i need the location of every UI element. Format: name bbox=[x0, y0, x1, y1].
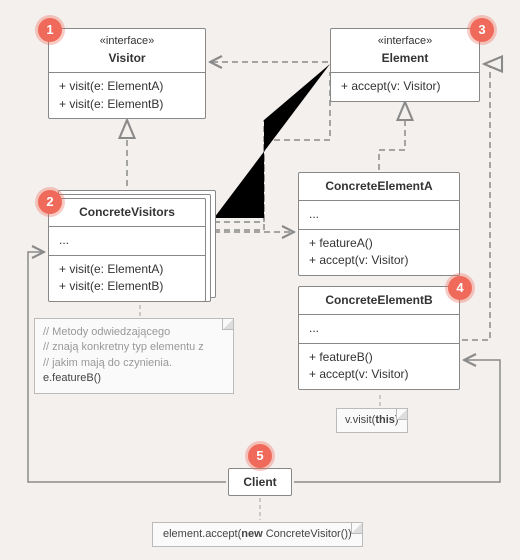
visitor-method-2: + visit(e: ElementB) bbox=[59, 96, 195, 113]
visitor-note-line2: // znają konkretny typ elementu z bbox=[43, 340, 225, 355]
concrete-visitors-fields: ... bbox=[49, 226, 205, 254]
visitor-name: Visitor bbox=[59, 50, 195, 67]
concrete-visitors-method-2: + visit(e: ElementB) bbox=[59, 278, 195, 295]
concrete-visitors-box: ConcreteVisitors ... + visit(e: ElementA… bbox=[48, 198, 206, 302]
client-note-bold: new bbox=[241, 528, 262, 540]
client-note: element.accept(new ConcreteVisitor()) bbox=[152, 522, 363, 547]
element-stereotype: «interface» bbox=[341, 34, 469, 50]
badge-3: 3 bbox=[470, 18, 494, 42]
visitor-interface-box: «interface» Visitor + visit(e: ElementA)… bbox=[48, 28, 206, 119]
concrete-element-a-box: ConcreteElementA ... + featureA() + acce… bbox=[298, 172, 460, 276]
visitor-note-line1: // Metody odwiedzającego bbox=[43, 325, 225, 340]
element-note-bold: this bbox=[375, 414, 395, 426]
visitor-stereotype: «interface» bbox=[59, 34, 195, 50]
badge-2: 2 bbox=[38, 190, 62, 214]
element-method-1: + accept(v: Visitor) bbox=[341, 78, 469, 95]
visitor-note-line3: // jakim mają do czynienia. bbox=[43, 356, 225, 371]
badge-1: 1 bbox=[38, 18, 62, 42]
concrete-element-a-method-2: + accept(v: Visitor) bbox=[309, 252, 449, 269]
concrete-visitors-method-1: + visit(e: ElementA) bbox=[59, 261, 195, 278]
visitor-note-line4: e.featureB() bbox=[43, 371, 225, 386]
visitor-note: // Metody odwiedzającego // znają konkre… bbox=[34, 318, 234, 394]
concrete-element-b-box: ConcreteElementB ... + featureB() + acce… bbox=[298, 286, 460, 390]
badge-5: 5 bbox=[248, 444, 272, 468]
concrete-element-b-method-1: + featureB() bbox=[309, 349, 449, 366]
element-interface-box: «interface» Element + accept(v: Visitor) bbox=[330, 28, 480, 102]
element-note: v.visit(this) bbox=[336, 408, 408, 433]
element-name: Element bbox=[341, 50, 469, 67]
visitor-method-1: + visit(e: ElementA) bbox=[59, 78, 195, 95]
element-note-suffix: ) bbox=[395, 414, 399, 426]
concrete-element-a-method-1: + featureA() bbox=[309, 235, 449, 252]
concrete-element-b-name: ConcreteElementB bbox=[299, 287, 459, 314]
client-note-prefix: element.accept( bbox=[163, 528, 241, 540]
badge-4: 4 bbox=[448, 276, 472, 300]
concrete-visitors-name: ConcreteVisitors bbox=[49, 199, 205, 226]
element-note-prefix: v.visit( bbox=[345, 414, 375, 426]
concrete-element-a-fields: ... bbox=[299, 200, 459, 228]
client-name: Client bbox=[243, 475, 276, 489]
concrete-element-b-method-2: + accept(v: Visitor) bbox=[309, 366, 449, 383]
client-box: Client bbox=[228, 468, 292, 496]
concrete-element-a-name: ConcreteElementA bbox=[299, 173, 459, 200]
client-note-mid: ConcreteVisitor()) bbox=[263, 528, 352, 540]
concrete-element-b-fields: ... bbox=[299, 314, 459, 342]
